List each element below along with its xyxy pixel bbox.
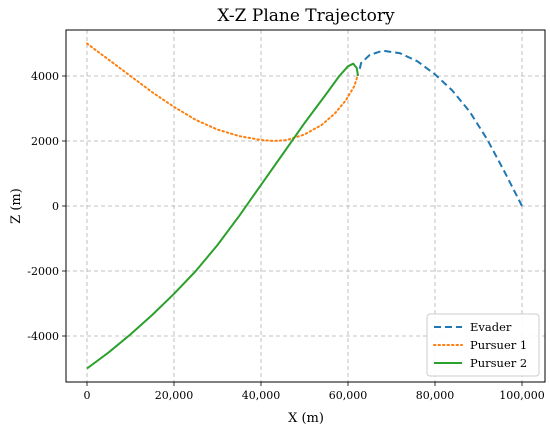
y-tick-label: 4000 [31, 70, 59, 83]
y-tick-label: 2000 [31, 135, 59, 148]
y-tick-label: -4000 [27, 330, 59, 343]
x-tick-label: 40,000 [242, 389, 281, 402]
series-lines [86, 42, 523, 370]
legend-label: Pursuer 2 [470, 356, 527, 370]
legend: Evader Pursuer 1 Pursuer 2 [426, 313, 540, 377]
series-pursuer-2 [86, 62, 359, 370]
y-tick-label: -2000 [27, 265, 59, 278]
x-tick-label: 0 [84, 389, 91, 402]
x-axis-label: X (m) [288, 411, 324, 426]
series-pursuer-1 [86, 42, 359, 142]
ticks: 0 20,000 40,000 60,000 80,000 100,000 -4000 -20… [27, 70, 544, 402]
y-tick-label: 0 [52, 200, 59, 213]
y-axis-label: Z (m) [9, 188, 24, 224]
chart-title: X-Z Plane Trajectory [217, 6, 395, 26]
legend-box [426, 313, 540, 377]
series-evader [357, 49, 523, 207]
legend-label: Evader [470, 320, 512, 334]
x-tick-label: 80,000 [416, 389, 455, 402]
x-tick-label: 60,000 [329, 389, 368, 402]
grid [66, 30, 545, 382]
x-tick-label: 20,000 [155, 389, 194, 402]
x-tick-label: 100,000 [499, 389, 545, 402]
legend-label: Pursuer 1 [470, 338, 527, 352]
